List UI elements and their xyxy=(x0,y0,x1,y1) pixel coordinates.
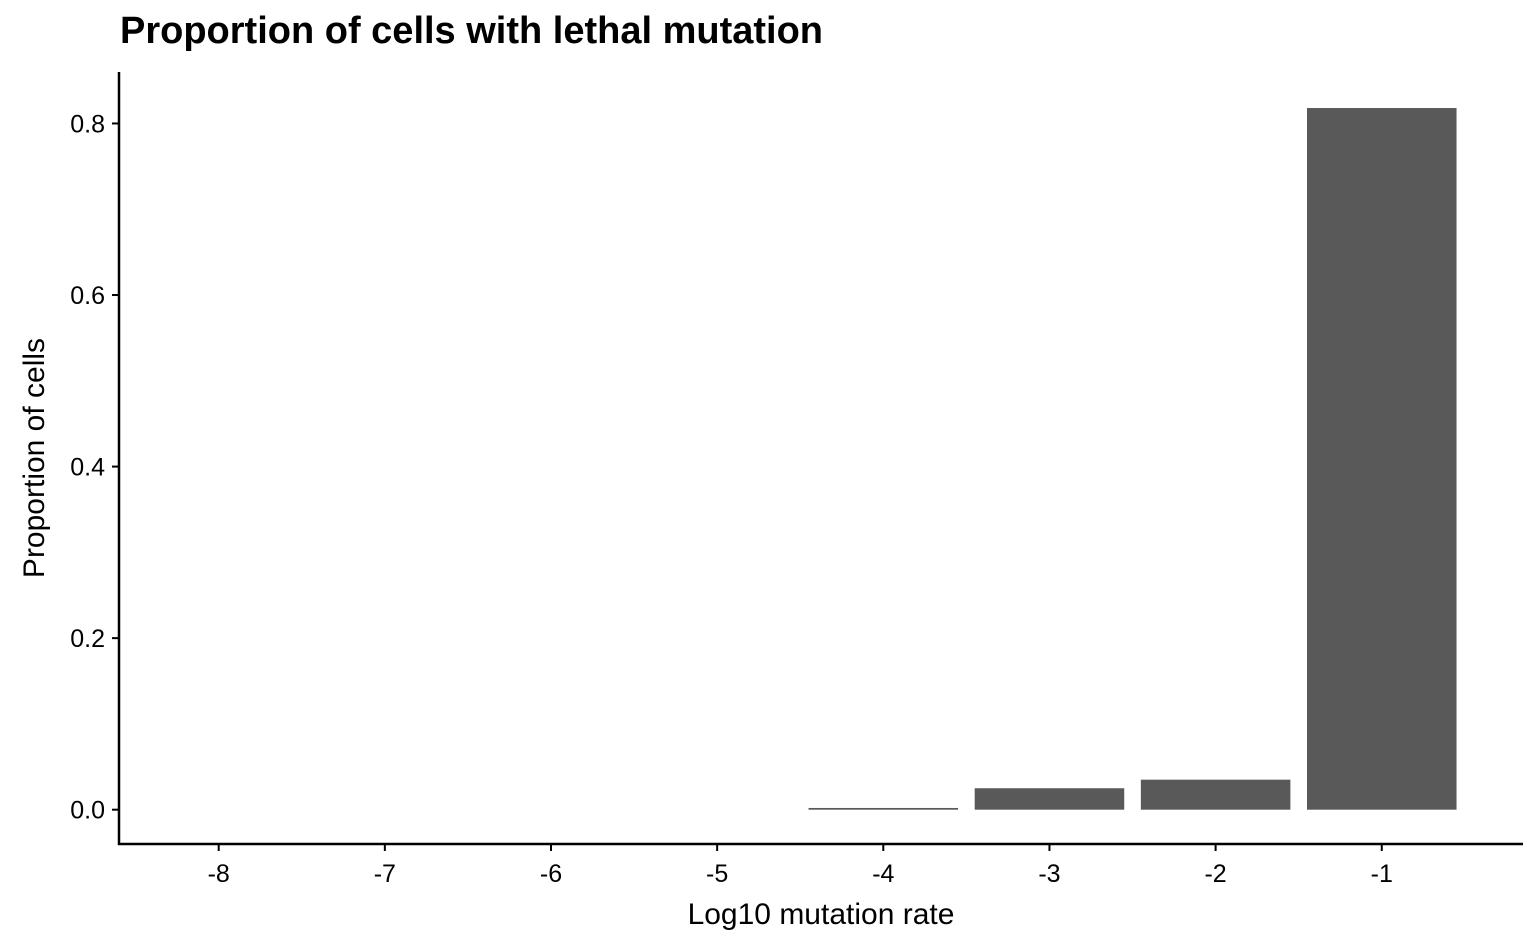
bar--2 xyxy=(1140,779,1291,810)
y-tick-label: 0.2 xyxy=(70,625,105,653)
y-tick-label: 0.4 xyxy=(70,454,105,482)
x-tick-label: -2 xyxy=(1204,860,1226,888)
x-tick-label: -1 xyxy=(1371,860,1393,888)
y-tick-label: 0.6 xyxy=(70,282,105,310)
y-axis: 0.0 0.2 0.4 0.6 0.8 xyxy=(70,72,121,845)
x-tick-label: -4 xyxy=(872,860,894,888)
bars-group xyxy=(808,108,1457,810)
bar--4 xyxy=(808,807,959,810)
x-tick-label: -8 xyxy=(208,860,230,888)
x-tick-label: -3 xyxy=(1038,860,1060,888)
bar--1 xyxy=(1307,108,1457,810)
chart-title: Proportion of cells with lethal mutation xyxy=(120,10,824,52)
x-tick-label: -7 xyxy=(374,860,396,888)
x-tick-label: -6 xyxy=(540,860,562,888)
x-axis: -8 -7 -6 -5 -4 -3 -2 -1 xyxy=(118,842,1523,888)
y-axis-title: Proportion of cells xyxy=(18,338,51,578)
x-tick-label: -5 xyxy=(706,860,728,888)
y-tick-label: 0.8 xyxy=(70,110,105,138)
bar--3 xyxy=(974,788,1125,810)
x-axis-title: Log10 mutation rate xyxy=(688,898,955,931)
y-tick-label: 0.0 xyxy=(70,797,105,825)
